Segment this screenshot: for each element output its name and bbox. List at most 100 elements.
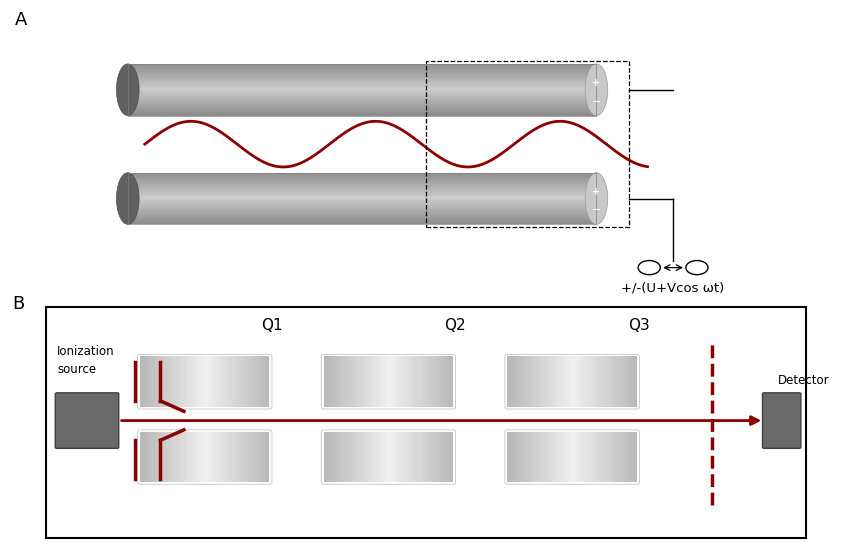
Bar	[128, 85, 596, 86]
Bar	[144, 432, 147, 483]
Bar	[250, 356, 252, 407]
Bar	[168, 356, 170, 407]
Bar	[147, 432, 148, 483]
Bar	[190, 356, 192, 407]
Bar	[255, 356, 256, 407]
Bar	[183, 356, 186, 407]
Bar	[406, 356, 408, 407]
Bar	[128, 93, 596, 94]
Bar	[248, 356, 250, 407]
Bar	[164, 356, 166, 407]
Bar	[235, 356, 237, 407]
Bar	[369, 432, 371, 483]
Bar	[128, 86, 596, 87]
Bar	[341, 356, 343, 407]
Bar	[382, 432, 384, 483]
Bar	[360, 356, 363, 407]
Bar	[175, 432, 176, 483]
Bar	[142, 432, 144, 483]
Bar	[546, 356, 549, 407]
Bar	[179, 356, 181, 407]
Bar	[128, 65, 596, 66]
Bar	[209, 432, 211, 483]
Bar	[542, 356, 544, 407]
Bar	[512, 356, 514, 407]
Bar	[172, 432, 175, 483]
Ellipse shape	[585, 64, 607, 116]
Bar	[204, 432, 207, 483]
Bar	[570, 432, 573, 483]
Bar	[128, 220, 596, 222]
Bar	[525, 356, 527, 407]
Bar	[618, 432, 619, 483]
Bar	[46, 306, 806, 538]
Bar	[542, 432, 544, 483]
Bar	[199, 356, 200, 407]
FancyBboxPatch shape	[763, 393, 801, 448]
Bar	[356, 356, 358, 407]
Text: Detector: Detector	[778, 374, 829, 387]
Bar	[611, 432, 613, 483]
Bar	[367, 356, 369, 407]
Bar	[252, 356, 255, 407]
Bar	[265, 432, 268, 483]
Bar	[352, 432, 354, 483]
Bar	[561, 432, 563, 483]
Bar	[626, 432, 628, 483]
Bar	[354, 432, 356, 483]
Bar	[596, 432, 598, 483]
Bar	[555, 356, 557, 407]
Bar	[626, 356, 628, 407]
Bar	[410, 432, 412, 483]
Bar	[128, 184, 596, 186]
Bar	[128, 217, 596, 218]
Bar	[635, 432, 636, 483]
Bar	[434, 356, 436, 407]
Bar	[509, 432, 512, 483]
Bar	[609, 356, 611, 407]
Bar	[220, 356, 222, 407]
Bar	[579, 432, 581, 483]
Bar	[440, 432, 442, 483]
Bar	[550, 356, 553, 407]
Bar	[570, 356, 573, 407]
Bar	[618, 356, 619, 407]
Bar	[128, 179, 596, 181]
Bar	[128, 212, 596, 213]
Ellipse shape	[117, 173, 139, 224]
Bar	[186, 432, 187, 483]
Bar	[574, 356, 577, 407]
Bar	[128, 81, 596, 82]
Bar	[128, 109, 596, 110]
Bar	[128, 181, 596, 182]
Bar	[581, 432, 583, 483]
Bar	[220, 432, 222, 483]
Bar	[348, 356, 349, 407]
Text: +: +	[592, 187, 601, 197]
Text: +/-(U+Vcos ωt): +/-(U+Vcos ωt)	[621, 281, 725, 294]
Bar	[244, 432, 245, 483]
Bar	[349, 356, 352, 407]
Bar	[128, 110, 596, 112]
Bar	[544, 432, 546, 483]
Bar	[380, 356, 382, 407]
Bar	[159, 356, 162, 407]
Bar	[382, 356, 384, 407]
Bar	[553, 356, 555, 407]
Bar	[615, 356, 618, 407]
Bar	[449, 432, 451, 483]
Bar	[128, 209, 596, 210]
Bar	[518, 432, 521, 483]
Bar	[192, 356, 194, 407]
Bar	[546, 432, 549, 483]
Bar	[394, 432, 397, 483]
Bar	[128, 202, 596, 204]
Bar	[390, 432, 393, 483]
Bar	[563, 356, 566, 407]
Bar	[369, 356, 371, 407]
Bar	[192, 432, 194, 483]
Bar	[363, 432, 365, 483]
Bar	[397, 432, 400, 483]
Bar	[521, 356, 522, 407]
Bar	[587, 432, 590, 483]
